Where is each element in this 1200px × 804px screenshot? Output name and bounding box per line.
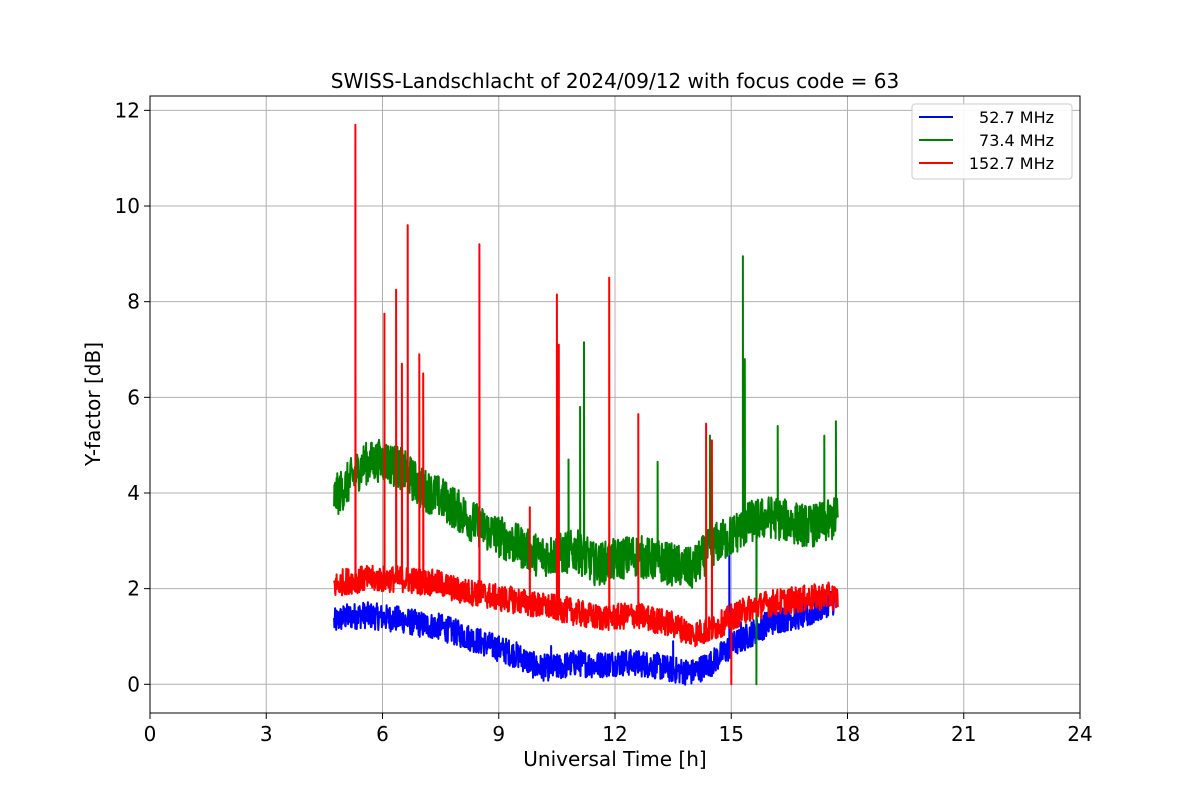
x-tick-label: 18 xyxy=(835,722,860,746)
x-tick-label: 12 xyxy=(602,722,627,746)
y-tick-label: 2 xyxy=(127,577,140,601)
legend-box xyxy=(911,103,1073,180)
y-tick-label: 12 xyxy=(115,98,140,122)
legend-label: 52.7 MHz xyxy=(979,108,1054,127)
x-tick-label: 15 xyxy=(719,722,744,746)
x-tick-label: 24 xyxy=(1067,722,1092,746)
x-tick-label: 3 xyxy=(260,722,273,746)
y-tick-label: 6 xyxy=(127,385,140,409)
series-line xyxy=(333,123,839,686)
series-line xyxy=(333,544,839,686)
grid xyxy=(149,96,1081,713)
x-axis-label: Universal Time [h] xyxy=(523,747,706,771)
x-tick-label: 9 xyxy=(492,722,505,746)
legend-label: 73.4 MHz xyxy=(979,131,1054,150)
y-tick-label: 10 xyxy=(115,194,140,218)
chart-title: SWISS-Landschlacht of 2024/09/12 with fo… xyxy=(331,69,899,93)
y-axis-label: Y-factor [dB] xyxy=(81,342,105,467)
plot-area xyxy=(333,123,839,686)
legend-label: 152.7 MHz xyxy=(969,154,1054,173)
y-tick-label: 8 xyxy=(127,290,140,314)
legend: 52.7 MHz 73.4 MHz 152.7 MHz xyxy=(911,103,1073,180)
x-tick-label: 6 xyxy=(376,722,389,746)
x-tick-label: 0 xyxy=(144,722,157,746)
y-tick-label: 4 xyxy=(127,481,140,505)
x-tick-label: 21 xyxy=(951,722,976,746)
y-tick-label: 0 xyxy=(127,672,140,696)
